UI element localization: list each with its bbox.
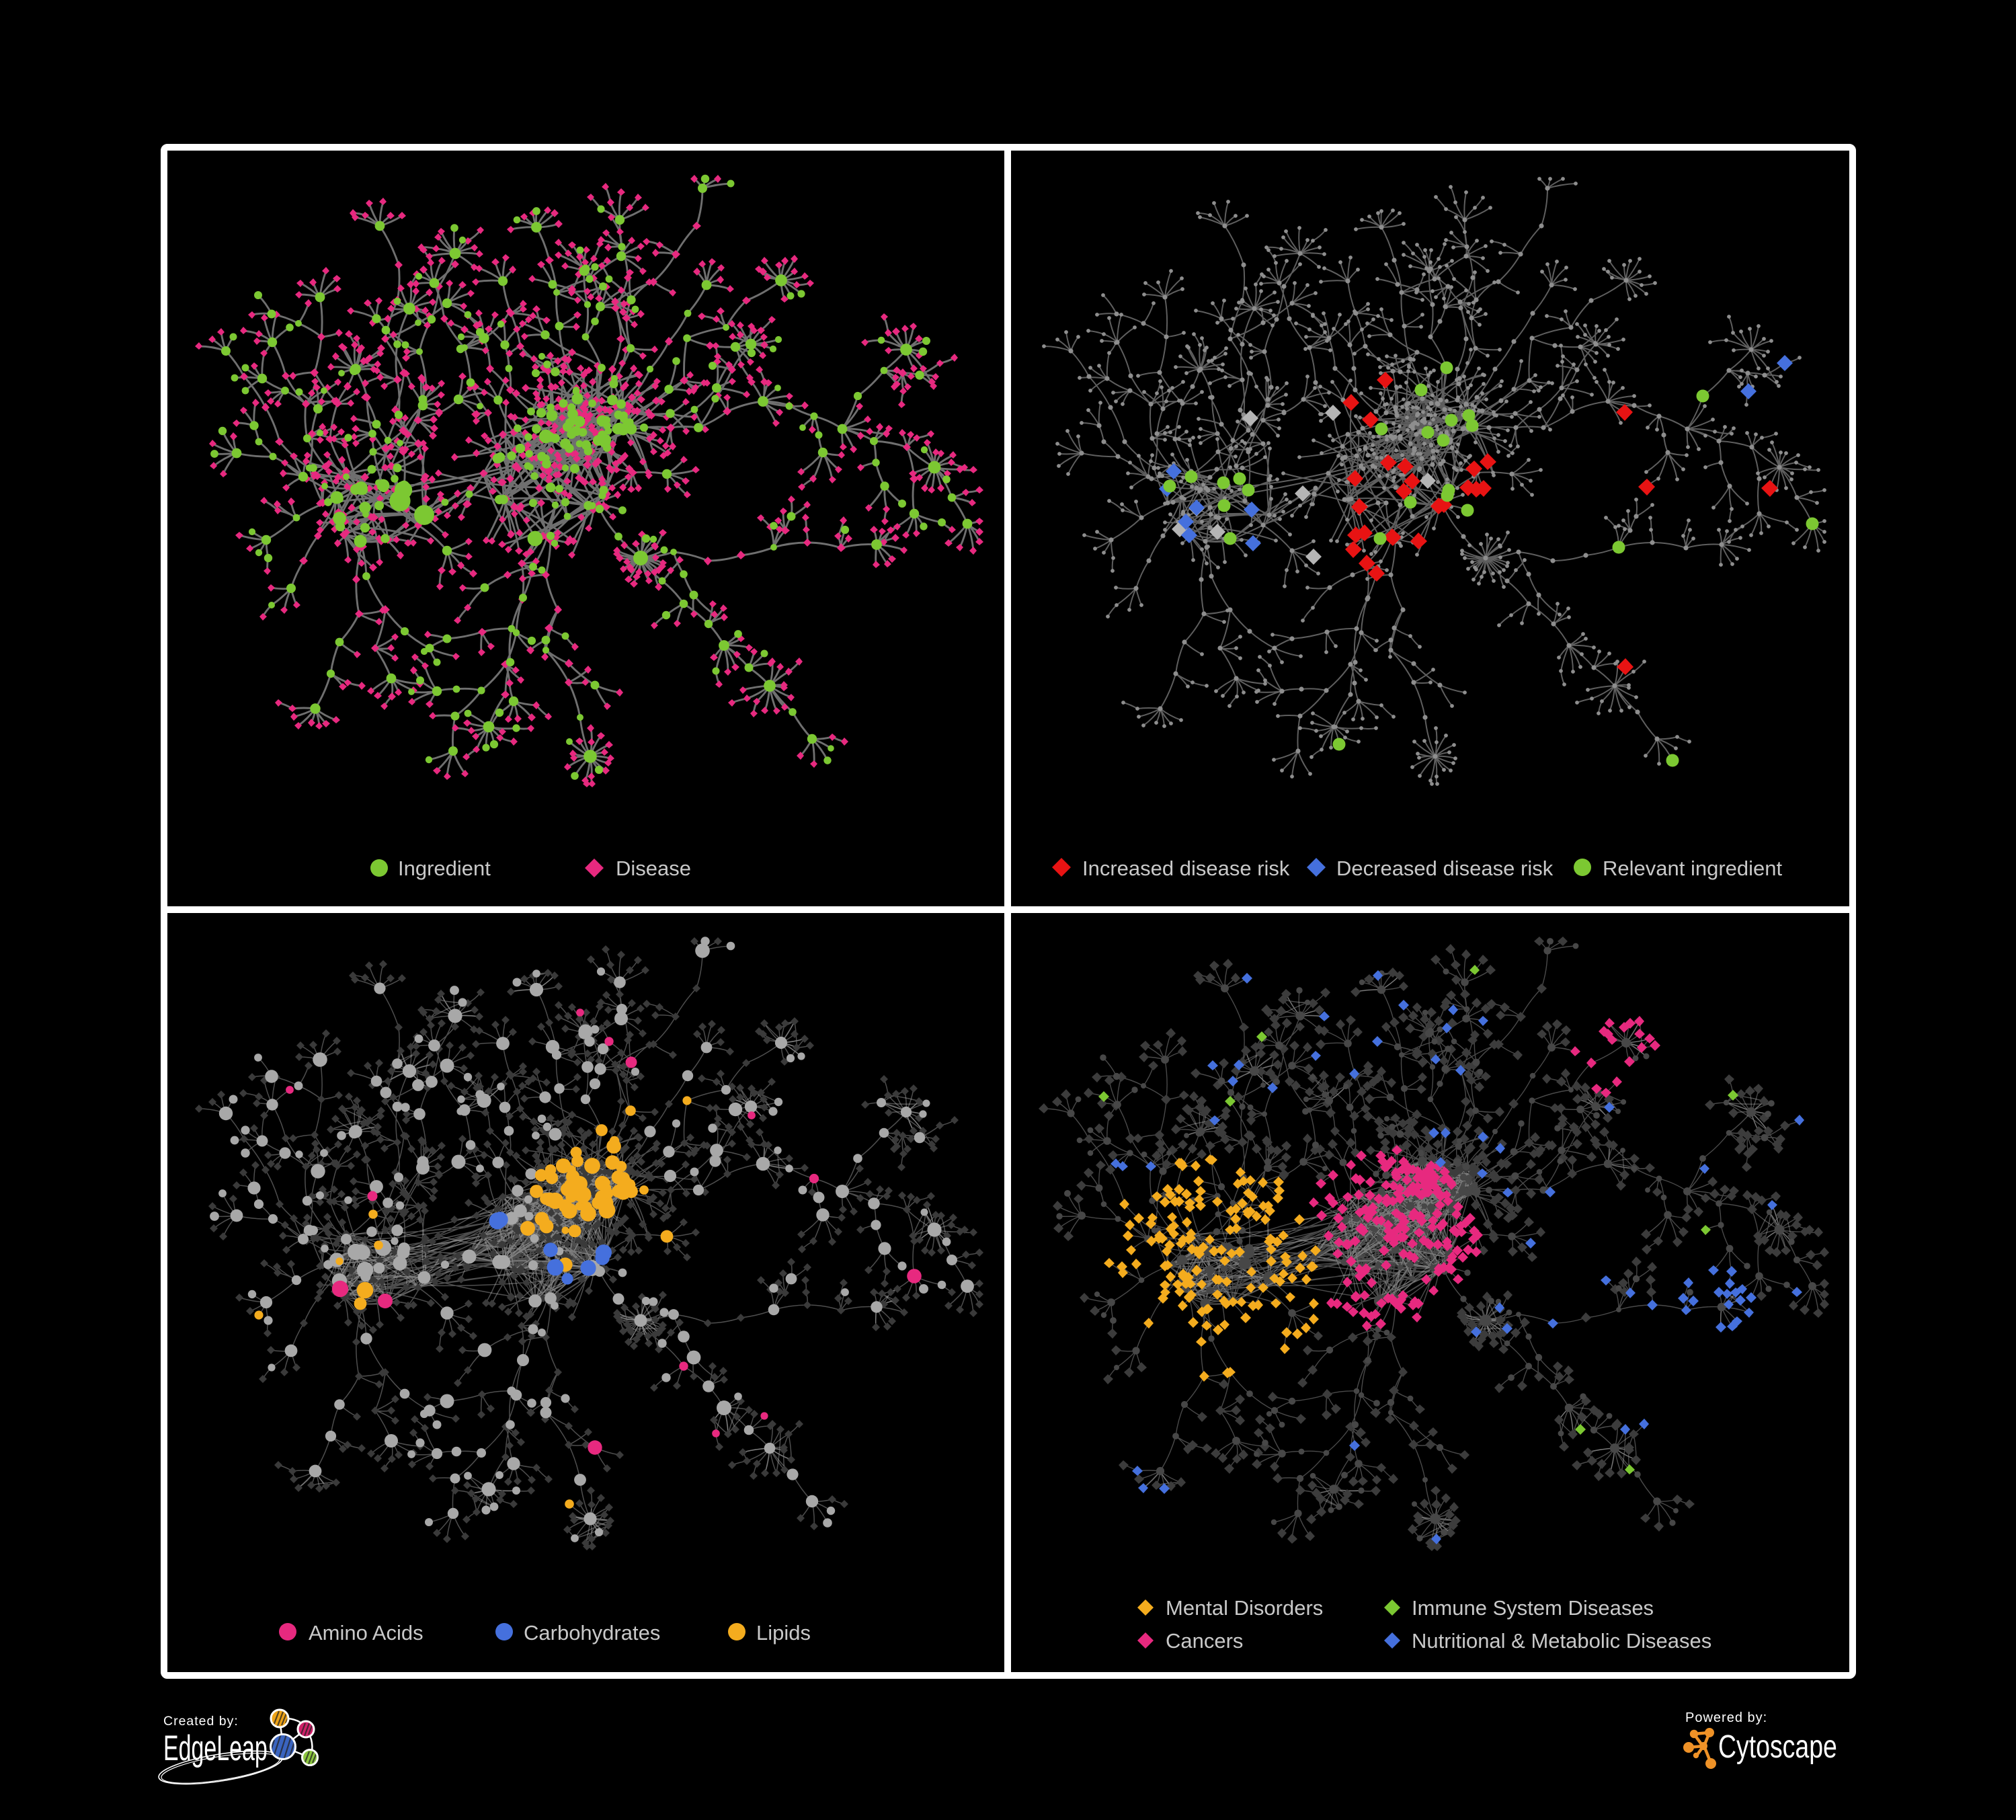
svg-text:Lipids: Lipids — [756, 1621, 811, 1645]
svg-text:Powered by:: Powered by: — [1685, 1710, 1767, 1725]
svg-text:Immune System Diseases: Immune System Diseases — [1412, 1596, 1654, 1620]
svg-text:Disease: Disease — [616, 857, 691, 880]
svg-text:Amino Acids: Amino Acids — [309, 1621, 424, 1645]
svg-text:Relevant ingredient: Relevant ingredient — [1603, 857, 1783, 880]
svg-text:Cancers: Cancers — [1166, 1629, 1243, 1653]
svg-text:Decreased disease risk: Decreased disease risk — [1336, 857, 1554, 880]
svg-text:Nutritional & Metabolic Diseas: Nutritional & Metabolic Diseases — [1412, 1629, 1711, 1653]
svg-text:Created by:: Created by: — [163, 1714, 239, 1729]
svg-text:Carbohydrates: Carbohydrates — [524, 1621, 660, 1645]
svg-text:EdgeLeap: EdgeLeap — [163, 1728, 268, 1768]
svg-text:Ingredient: Ingredient — [398, 857, 491, 880]
svg-text:Mental Disorders: Mental Disorders — [1166, 1596, 1323, 1620]
svg-text:Increased disease risk: Increased disease risk — [1082, 857, 1290, 880]
svg-text:Cytoscape: Cytoscape — [1718, 1729, 1837, 1766]
